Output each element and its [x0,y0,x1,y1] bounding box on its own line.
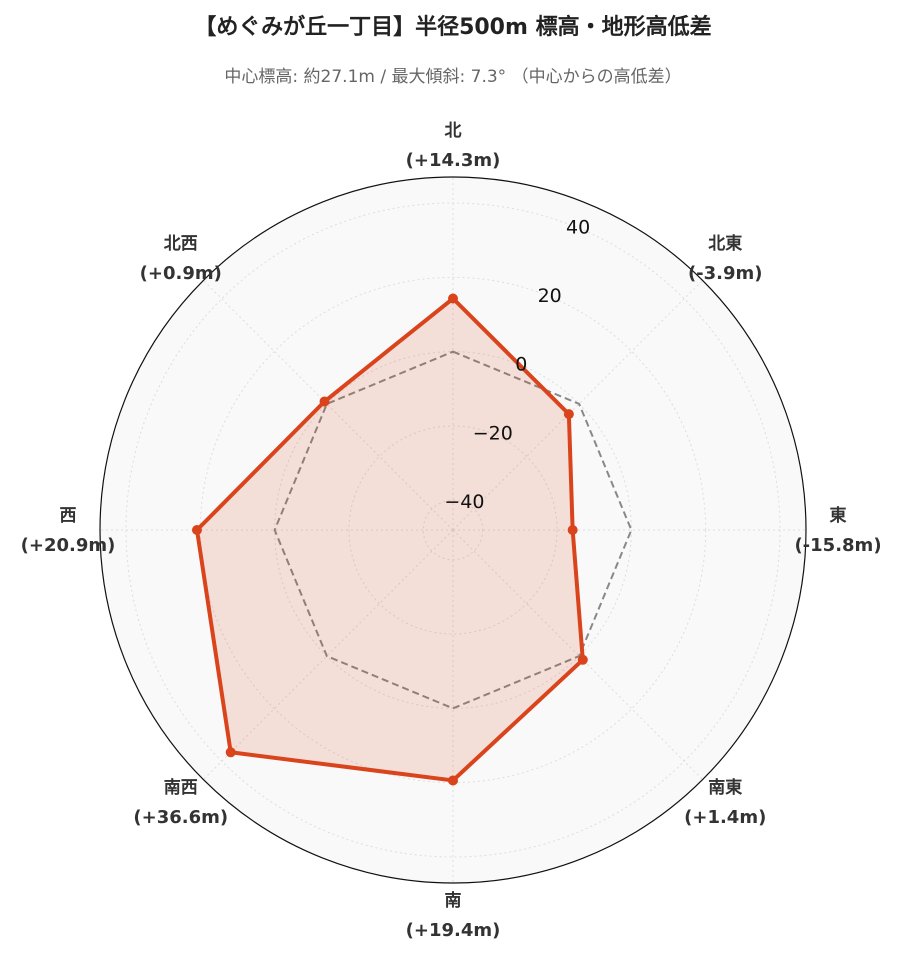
spoke [203,280,454,531]
data-point [567,525,578,535]
data-point [191,525,202,535]
category-label: 北 [445,121,462,141]
category-label: 南西 [164,777,198,798]
data-point [225,747,236,758]
grid-circle [422,499,484,561]
category-label: 北西 [164,234,198,254]
category-label: 東 [830,505,847,526]
category-label: 南東 [708,777,742,798]
value-label: (+0.9m) [140,263,222,284]
value-label: (-3.9m) [688,263,763,284]
reference-line [273,350,633,710]
r-tick-label: 20 [538,285,562,307]
r-tick-label: 0 [515,354,527,376]
value-label: (+19.4m) [406,920,501,941]
data-point [319,396,330,407]
data-point [448,293,458,304]
value-label: (-15.8m) [794,535,881,556]
r-tick-label: −40 [444,491,484,513]
data-point [563,409,574,420]
value-label: (+1.4m) [684,807,766,828]
category-label: 北東 [708,233,742,254]
grid-circle [348,425,558,635]
r-tick-label: −20 [473,422,513,444]
value-label: (+14.3m) [406,150,501,171]
category-label: 西 [60,506,77,526]
r-tick-label: 40 [566,216,590,238]
chart-title: 【めぐみが丘一丁目】半径500m 標高・地形高低差 [194,14,711,40]
data-point [448,775,458,786]
chart-subtitle: 中心標高: 約27.1m / 最大傾斜: 7.3° （中心からの高低差） [224,67,681,87]
outer-circle [99,176,807,884]
spoke [452,280,703,531]
spoke [203,529,454,780]
value-label: (+20.9m) [21,535,116,556]
category-label: 南 [445,890,462,911]
value-label: (+36.6m) [133,807,228,828]
data-point [577,654,588,665]
spoke [452,529,703,780]
